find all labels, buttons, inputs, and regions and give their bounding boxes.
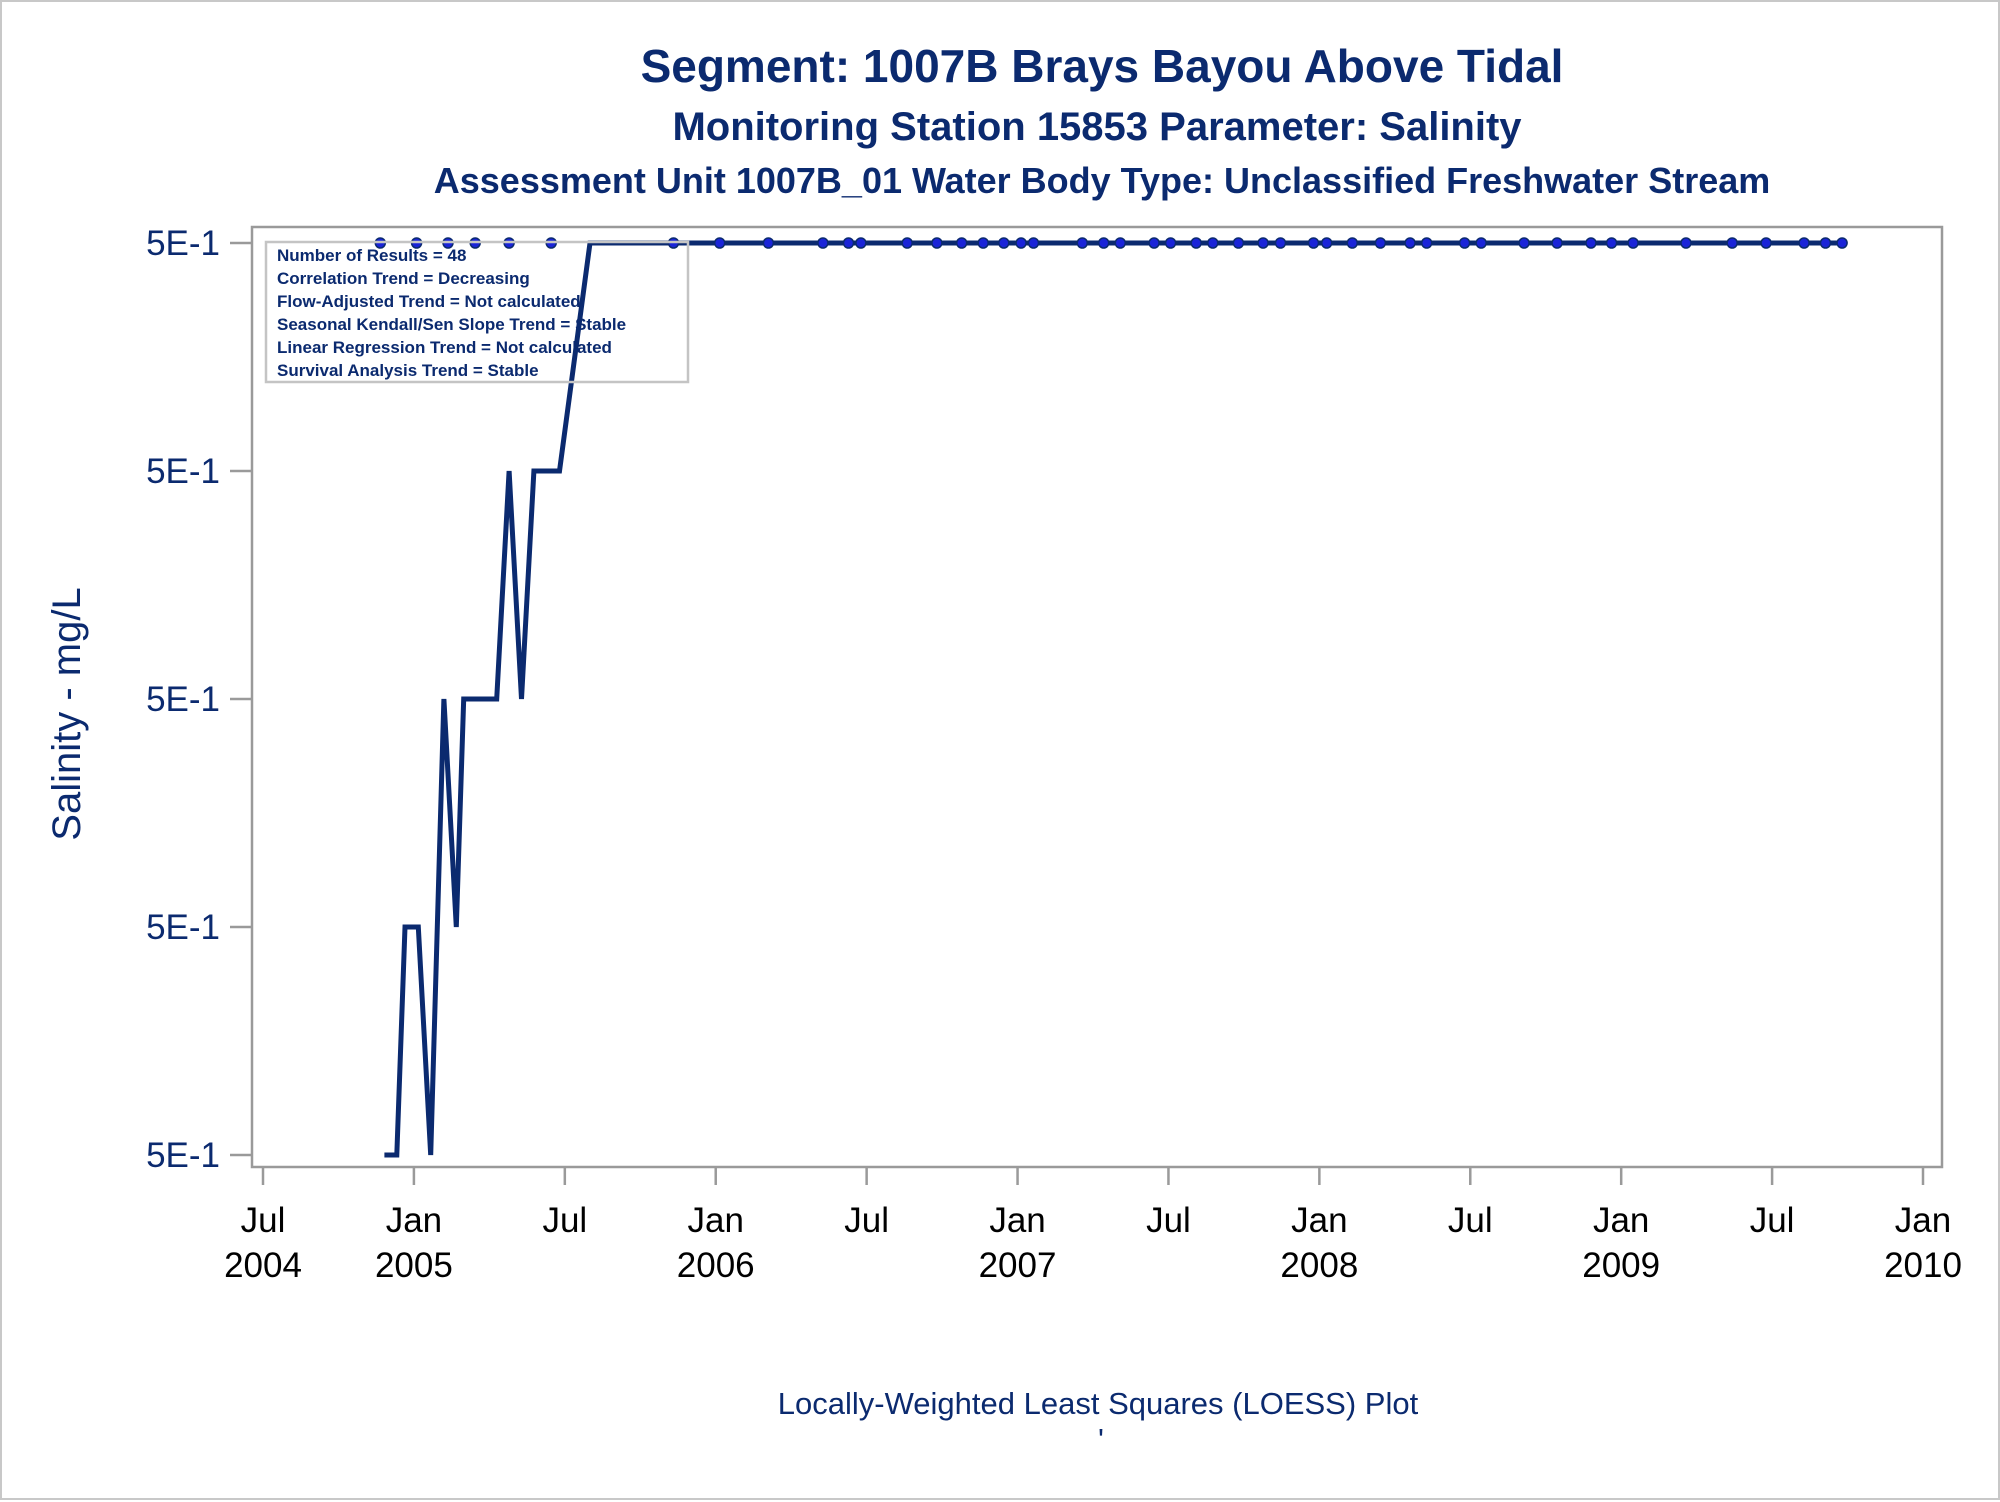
- data-point: [1680, 237, 1692, 249]
- y-axis-label: Salinity - mg/L: [45, 587, 89, 840]
- data-point: [901, 237, 913, 249]
- x-tick-year: 2005: [375, 1246, 453, 1285]
- x-tick-month: Jul: [1146, 1201, 1191, 1240]
- x-tick-month: Jan: [989, 1201, 1045, 1240]
- y-tick-label: 5E-1: [146, 452, 220, 491]
- data-point: [1190, 237, 1202, 249]
- data-point: [842, 237, 855, 249]
- x-tick-month: Jan: [1291, 1201, 1347, 1240]
- data-point: [1404, 237, 1416, 249]
- plot-area: [250, 225, 1944, 1169]
- x-tick-month: Jan: [1593, 1201, 1649, 1240]
- x-tick-month: Jan: [386, 1201, 442, 1240]
- data-point: [931, 237, 943, 249]
- x-tick-month: Jul: [241, 1201, 286, 1240]
- data-point: [1148, 237, 1160, 249]
- x-tick-month: Jan: [1895, 1201, 1951, 1240]
- x-tick-year: 2008: [1280, 1246, 1358, 1285]
- data-point: [955, 237, 968, 249]
- data-point: [1232, 237, 1245, 249]
- y-tick-label: 5E-1: [146, 680, 220, 719]
- data-point: [1097, 237, 1110, 249]
- data-point: [713, 237, 726, 249]
- data-point: [1274, 237, 1287, 249]
- data-point: [1114, 237, 1127, 249]
- data-point: [1307, 237, 1320, 249]
- series-group: [374, 237, 1848, 1158]
- x-tick-month: Jul: [1448, 1201, 1493, 1240]
- stats-line: Correlation Trend = Decreasing: [277, 269, 530, 288]
- x-tick-month: Jul: [1750, 1201, 1795, 1240]
- footnote-mark: ': [1098, 1422, 1104, 1457]
- stats-line: Linear Regression Trend = Not calculated: [277, 338, 612, 357]
- x-tick-year: 2004: [224, 1246, 302, 1285]
- data-point: [1627, 237, 1639, 249]
- chart-subtitle-2: Assessment Unit 1007B_01 Water Body Type…: [434, 160, 1771, 201]
- data-point: [1760, 237, 1772, 249]
- x-tick-month: Jul: [542, 1201, 587, 1240]
- stats-line: Survival Analysis Trend = Stable: [277, 361, 539, 380]
- x-axis: Jul 2004 Jan 2005 Jul Jan 2006 Jul Jan 2007 Jul Jan…: [224, 1167, 1962, 1285]
- y-tick-label: 5E-1: [146, 224, 220, 263]
- footnote: Locally-Weighted Least Squares (LOESS) P…: [778, 1386, 1419, 1421]
- data-point: [1374, 237, 1387, 249]
- chart-subtitle: Monitoring Station 15853 Parameter: Sali…: [672, 105, 1522, 149]
- data-point: [1798, 237, 1810, 249]
- data-point: [1420, 237, 1433, 249]
- data-point: [1551, 237, 1563, 249]
- x-tick-month: Jan: [688, 1201, 744, 1240]
- data-point: [998, 237, 1010, 249]
- x-tick-year: 2009: [1582, 1246, 1660, 1285]
- data-point: [1015, 237, 1027, 249]
- data-point: [1027, 237, 1040, 249]
- x-tick-month: Jul: [844, 1201, 889, 1240]
- stats-line: Number of Results = 48: [277, 246, 466, 265]
- data-point: [977, 237, 989, 249]
- x-tick-year: 2010: [1884, 1246, 1962, 1285]
- data-point: [855, 237, 867, 249]
- data-point: [1320, 237, 1333, 249]
- y-axis: 5E-1 5E-1 5E-1 5E-1 5E-1: [146, 224, 252, 1175]
- data-point: [1164, 237, 1177, 249]
- data-point: [1257, 237, 1269, 249]
- data-point: [817, 237, 829, 249]
- data-point: [1458, 237, 1471, 249]
- y-tick-label: 5E-1: [146, 1136, 220, 1175]
- data-point: [1605, 237, 1618, 249]
- data-point: [1585, 237, 1597, 249]
- stats-line: Seasonal Kendall/Sen Slope Trend = Stabl…: [277, 315, 626, 334]
- x-tick-year: 2006: [677, 1246, 755, 1285]
- data-point: [1726, 237, 1738, 249]
- stats-line: Flow-Adjusted Trend = Not calculated: [277, 292, 581, 311]
- data-point: [1819, 237, 1832, 249]
- chart-title: Segment: 1007B Brays Bayou Above Tidal: [641, 40, 1564, 92]
- y-tick-label: 5E-1: [146, 908, 220, 947]
- data-point: [1836, 237, 1848, 249]
- data-point: [1518, 237, 1530, 249]
- data-point: [1475, 237, 1487, 249]
- data-point: [1076, 237, 1089, 249]
- stats-box-frame: [264, 240, 690, 384]
- data-point: [1346, 237, 1359, 249]
- stats-box: Number of Results = 48 Correlation Trend …: [264, 240, 690, 384]
- data-point: [1207, 237, 1219, 249]
- x-tick-year: 2007: [979, 1246, 1057, 1285]
- data-point: [762, 237, 775, 249]
